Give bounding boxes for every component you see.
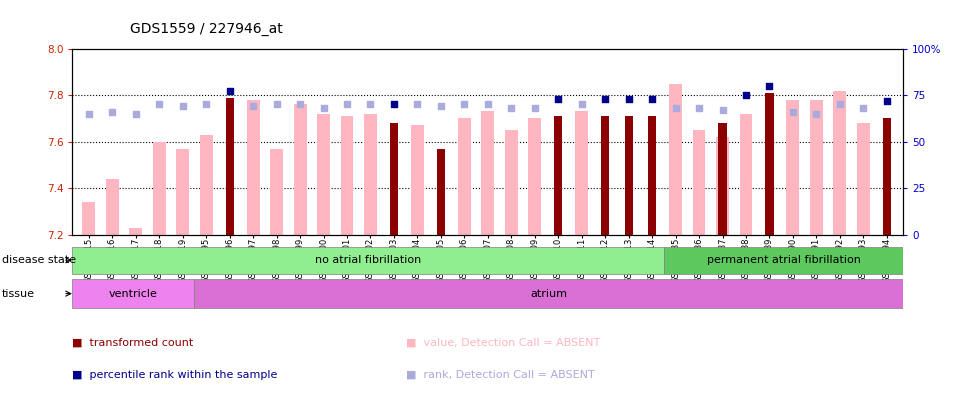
Point [128,111,144,117]
Point [152,101,167,108]
Bar [317,114,330,235]
Point [433,103,448,110]
Bar [82,202,96,235]
Bar [194,279,903,308]
Point [551,96,566,102]
Bar [669,83,682,235]
Bar [72,247,664,274]
Bar [411,126,424,235]
Point [762,83,778,89]
Bar [437,149,445,235]
Point [222,88,238,95]
Point [457,101,472,108]
Bar [72,279,194,308]
Bar [625,116,633,235]
Bar [528,119,541,235]
Bar [226,98,234,235]
Bar [786,100,800,235]
Point [316,105,331,111]
Point [738,92,753,98]
Point [832,101,847,108]
Point [527,105,543,111]
Bar [177,149,189,235]
Text: ■  percentile rank within the sample: ■ percentile rank within the sample [72,370,278,379]
Bar [294,104,306,235]
Bar [857,123,869,235]
Text: tissue: tissue [2,289,35,298]
Point [621,96,637,102]
Bar [129,228,142,235]
Text: ■  value, Detection Call = ABSENT: ■ value, Detection Call = ABSENT [406,337,600,347]
Point [198,101,213,108]
Bar [106,179,119,235]
Bar [765,93,774,235]
Bar [341,116,354,235]
Point [668,105,683,111]
Point [269,101,284,108]
Bar [200,135,213,235]
Bar [883,119,891,235]
Bar [834,91,846,235]
Bar [270,149,283,235]
Point [386,101,402,108]
Point [81,111,97,117]
Bar [810,100,823,235]
Point [785,109,801,115]
Bar [505,130,518,235]
Bar [648,116,656,235]
Point [410,101,425,108]
Point [363,101,379,108]
Point [644,96,660,102]
Text: atrium: atrium [530,289,567,298]
Point [104,109,120,115]
Bar [716,137,729,235]
Bar [246,100,260,235]
Text: disease state: disease state [2,255,76,265]
Bar [575,111,588,235]
Point [339,101,355,108]
Bar [364,114,377,235]
Point [574,101,589,108]
Bar [719,123,726,235]
Bar [740,114,753,235]
Bar [153,142,166,235]
Bar [554,116,562,235]
Point [879,98,895,104]
Point [597,96,612,102]
Text: ■  transformed count: ■ transformed count [72,337,194,347]
Text: GDS1559 / 227946_at: GDS1559 / 227946_at [130,22,283,36]
Text: no atrial fibrillation: no atrial fibrillation [315,255,421,265]
Point [293,101,308,108]
Bar [693,130,705,235]
Text: ■  rank, Detection Call = ABSENT: ■ rank, Detection Call = ABSENT [406,370,594,379]
Point [692,105,707,111]
Point [715,107,730,113]
Bar [390,123,398,235]
Point [480,101,496,108]
Bar [664,247,903,274]
Point [245,103,261,110]
Bar [458,119,470,235]
Point [856,105,871,111]
Point [809,111,824,117]
Bar [601,116,610,235]
Text: permanent atrial fibrillation: permanent atrial fibrillation [706,255,861,265]
Point [175,103,190,110]
Point [503,105,519,111]
Bar [481,111,495,235]
Text: ventricle: ventricle [109,289,157,298]
